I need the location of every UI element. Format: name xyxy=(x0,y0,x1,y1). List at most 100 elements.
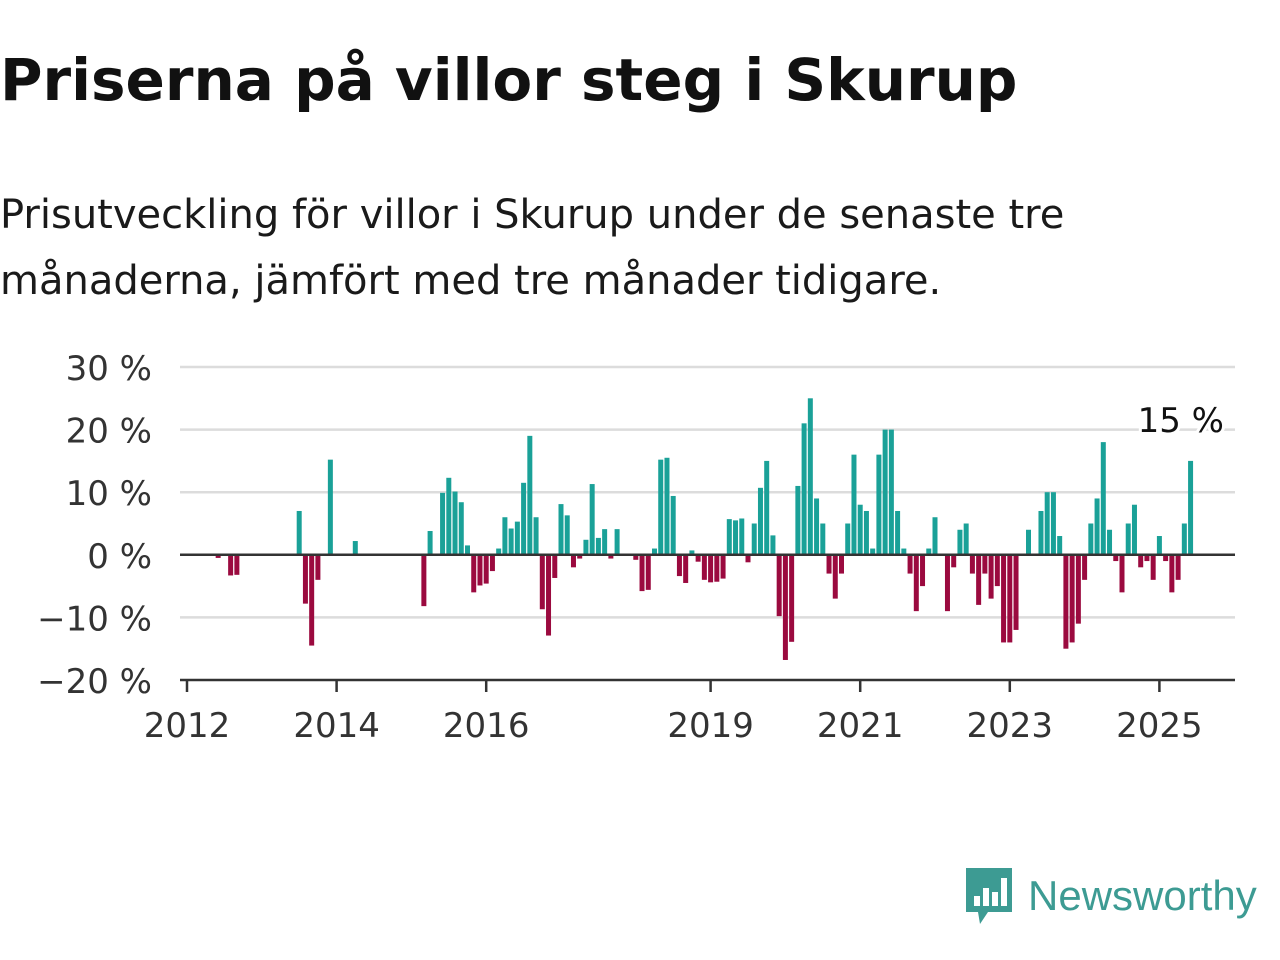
bar xyxy=(1082,554,1088,580)
bar xyxy=(764,460,770,555)
bar xyxy=(558,504,564,555)
bar xyxy=(527,435,533,555)
bar xyxy=(876,454,882,555)
bar xyxy=(1125,523,1131,555)
bar xyxy=(458,502,464,555)
bar xyxy=(739,518,745,555)
bar xyxy=(465,545,470,555)
bar xyxy=(689,550,695,555)
bar xyxy=(1181,523,1187,555)
bar xyxy=(863,510,869,555)
bar xyxy=(994,554,1000,587)
bar xyxy=(895,510,901,555)
bar xyxy=(477,554,483,586)
bar xyxy=(757,487,763,555)
bar xyxy=(851,454,857,555)
bar xyxy=(564,515,570,555)
bar xyxy=(1069,554,1075,643)
bar xyxy=(726,519,732,555)
bar-chart: 30 % 20 % 10 % 0 % −10 % −20 %2012 2014 2016 201… xyxy=(37,349,1235,746)
y-tick-label: −20 % xyxy=(37,662,152,702)
bar xyxy=(957,529,963,555)
bar xyxy=(969,554,975,574)
bar xyxy=(421,554,427,607)
bar xyxy=(976,554,982,605)
bar xyxy=(483,554,489,584)
bar xyxy=(652,548,657,555)
bar xyxy=(826,554,832,574)
bar xyxy=(901,548,907,555)
bars xyxy=(215,398,1194,660)
bar xyxy=(1100,442,1106,555)
bar xyxy=(820,523,826,555)
bar xyxy=(552,554,558,578)
bar xyxy=(539,554,545,610)
axis-labels: 30 % 20 % 10 % 0 % −10 % −20 %2012 2014 2016 201… xyxy=(37,349,1227,746)
bar xyxy=(546,554,552,636)
bar xyxy=(595,537,601,555)
bar xyxy=(452,491,458,555)
bar xyxy=(471,554,477,593)
bar xyxy=(215,554,221,558)
bar xyxy=(608,554,614,559)
y-tick-label: −10 % xyxy=(37,599,152,639)
bar xyxy=(932,517,938,555)
bar xyxy=(1150,554,1156,580)
bar xyxy=(496,548,502,555)
newsworthy-logo-icon xyxy=(966,868,1012,924)
y-tick-label: 10 % xyxy=(66,474,152,514)
bar xyxy=(670,495,676,555)
bar xyxy=(315,554,321,580)
y-tick-label: 0 % xyxy=(87,537,152,577)
bar xyxy=(857,504,863,555)
bar xyxy=(1075,554,1081,624)
x-tick-label: 2021 xyxy=(817,706,904,746)
bar xyxy=(1113,554,1119,562)
x-tick-label: 2012 xyxy=(144,706,231,746)
bar xyxy=(602,529,608,555)
bar xyxy=(1144,554,1150,562)
bar xyxy=(776,554,782,617)
bar xyxy=(1026,529,1031,555)
bar xyxy=(795,485,801,555)
bar xyxy=(782,554,788,660)
bar xyxy=(920,554,926,587)
bar xyxy=(733,520,739,555)
grid-lines xyxy=(180,365,1235,619)
bar xyxy=(807,398,813,555)
bar xyxy=(1001,554,1007,643)
bar xyxy=(882,429,888,555)
bar xyxy=(1163,554,1169,562)
bar xyxy=(589,484,595,555)
bar xyxy=(1188,460,1194,555)
bar xyxy=(708,554,714,583)
bar xyxy=(502,517,508,555)
bar xyxy=(888,429,894,555)
bar xyxy=(521,482,527,555)
bar xyxy=(658,459,664,555)
bar xyxy=(770,535,776,555)
bar xyxy=(839,554,844,574)
bar xyxy=(664,457,670,555)
bar xyxy=(963,523,969,555)
x-tick-label: 2016 xyxy=(443,706,530,746)
bar xyxy=(440,492,446,555)
x-tick-label: 2019 xyxy=(667,706,754,746)
bar xyxy=(427,531,433,555)
bar xyxy=(533,517,539,555)
bar xyxy=(633,554,639,560)
brand-name: Newsworthy xyxy=(1028,872,1257,919)
bar xyxy=(234,554,240,575)
bar xyxy=(327,459,333,555)
bar xyxy=(814,498,820,555)
bar xyxy=(1088,523,1094,555)
bar xyxy=(982,554,988,574)
bar xyxy=(1175,554,1181,580)
bar xyxy=(789,554,795,642)
bar xyxy=(583,539,589,555)
bar xyxy=(1007,554,1013,643)
bar xyxy=(1013,554,1019,630)
bar xyxy=(1044,492,1050,555)
last-value-label: 15 % xyxy=(1138,401,1224,441)
bar xyxy=(645,554,651,590)
